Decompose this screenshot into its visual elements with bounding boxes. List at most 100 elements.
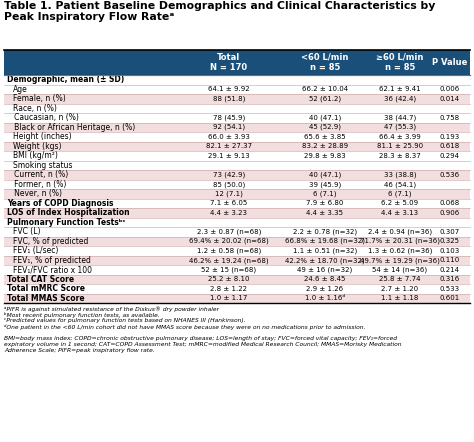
Text: 66.0 ± 3.93: 66.0 ± 3.93 [208,134,250,140]
Text: Race, n (%): Race, n (%) [13,104,57,113]
Text: Smoking status: Smoking status [13,161,73,170]
Text: 81.1 ± 25.90: 81.1 ± 25.90 [377,143,423,149]
Text: 1.0 ± 1.16ᵈ: 1.0 ± 1.16ᵈ [305,295,345,301]
Text: Table 1. Patient Baseline Demographics and Clinical Characteristics by: Table 1. Patient Baseline Demographics a… [4,1,436,11]
Text: 0.110: 0.110 [440,257,460,263]
Bar [4,189,470,198]
Text: 66.4 ± 3.99: 66.4 ± 3.99 [379,134,421,140]
Text: 1.1 ± 0.51 (n=32): 1.1 ± 0.51 (n=32) [293,248,357,254]
Text: FVC (L): FVC (L) [13,227,40,236]
Bar [4,227,470,236]
Text: 62.1 ± 9.41: 62.1 ± 9.41 [379,86,421,92]
Text: BMI=body mass index; COPD=chronic obstructive pulmonary disease; LOS=length of s: BMI=body mass index; COPD=chronic obstru… [4,336,397,341]
Text: 0.316: 0.316 [440,276,460,282]
Text: Black or African Heritage, n (%): Black or African Heritage, n (%) [7,123,135,132]
Text: 2.2 ± 0.78 (n=32): 2.2 ± 0.78 (n=32) [293,229,357,235]
Text: 39 (45.9): 39 (45.9) [309,181,341,187]
Bar [4,265,470,274]
Text: 0.014: 0.014 [440,96,460,102]
Text: 6 (7.1): 6 (7.1) [388,191,412,197]
Text: 1.0 ± 1.17: 1.0 ± 1.17 [210,295,248,301]
Text: 0.193: 0.193 [440,134,460,140]
Text: <60 L/min
n = 85: <60 L/min n = 85 [301,53,349,72]
Text: LOS of Index Hospitalization: LOS of Index Hospitalization [7,208,129,217]
Text: Never, n (%): Never, n (%) [7,189,62,198]
Bar [4,84,470,94]
Bar [4,132,470,141]
Text: 92 (54.1): 92 (54.1) [213,124,245,130]
Text: 49.7% ± 19.29 (n=36): 49.7% ± 19.29 (n=36) [360,257,440,263]
Text: FEV₁, % of predicted: FEV₁, % of predicted [13,256,91,265]
Bar [4,170,470,179]
Text: 88 (51.8): 88 (51.8) [213,95,245,102]
Bar [4,208,470,217]
Text: 0.601: 0.601 [440,295,460,301]
Text: 7.1 ± 6.05: 7.1 ± 6.05 [210,200,247,206]
Text: 65.6 ± 3.85: 65.6 ± 3.85 [304,134,346,140]
Text: 6 (7.1): 6 (7.1) [313,191,337,197]
Text: FEV₁/FVC ratio x 100: FEV₁/FVC ratio x 100 [13,265,92,274]
Text: 2.4 ± 0.94 (n=36): 2.4 ± 0.94 (n=36) [368,229,432,235]
Text: 33 (38.8): 33 (38.8) [384,171,416,178]
Text: 83.2 ± 28.89: 83.2 ± 28.89 [302,143,348,149]
Text: 2.3 ± 0.87 (n=68): 2.3 ± 0.87 (n=68) [197,229,261,235]
Text: 25.8 ± 7.74: 25.8 ± 7.74 [379,276,421,282]
Text: BMI (kg/m²): BMI (kg/m²) [13,151,58,160]
Text: Total MMAS Score: Total MMAS Score [7,294,85,303]
Text: 49 ± 16 (n=32): 49 ± 16 (n=32) [297,267,353,273]
Text: 0.325: 0.325 [440,238,460,244]
Text: 0.006: 0.006 [440,86,460,92]
Text: Total mMRC Score: Total mMRC Score [7,284,85,293]
Text: ≥60 L/min
n = 85: ≥60 L/min n = 85 [376,53,424,72]
Text: 4.4 ± 3.35: 4.4 ± 3.35 [307,210,344,216]
Bar [4,94,470,103]
Text: ᵇMost recent pulmonary function tests, as available.: ᵇMost recent pulmonary function tests, a… [4,312,160,318]
Bar [4,141,470,151]
Text: 0.068: 0.068 [440,200,460,206]
Text: 47 (55.3): 47 (55.3) [384,124,416,130]
Text: Weight (kgs): Weight (kgs) [13,142,62,151]
Bar [4,293,470,303]
Text: 12 (7.1): 12 (7.1) [215,191,243,197]
Text: Total CAT Score: Total CAT Score [7,275,74,284]
Text: 0.294: 0.294 [440,153,460,159]
Text: Peak Inspiratory Flow Rateᵃ: Peak Inspiratory Flow Rateᵃ [4,12,174,22]
Text: ᶜPredicted values for pulmonary function tests based on NHANES III (Hankinson).: ᶜPredicted values for pulmonary function… [4,318,246,323]
Bar [4,113,470,122]
Text: 28.3 ± 8.37: 28.3 ± 8.37 [379,153,421,159]
Text: 40 (47.1): 40 (47.1) [309,171,341,178]
Bar [4,151,470,160]
Text: Female, n (%): Female, n (%) [13,94,66,103]
Text: 4.4 ± 3.23: 4.4 ± 3.23 [210,210,247,216]
Text: Former, n (%): Former, n (%) [7,180,66,189]
Text: 24.6 ± 8.45: 24.6 ± 8.45 [304,276,346,282]
Text: 38 (44.7): 38 (44.7) [384,114,416,121]
Text: 0.103: 0.103 [440,248,460,254]
Text: 0.533: 0.533 [440,286,460,292]
Text: 71.7% ± 20.31 (n=36): 71.7% ± 20.31 (n=36) [360,238,440,244]
Text: 52 (61.2): 52 (61.2) [309,95,341,102]
Text: 29.8 ± 9.83: 29.8 ± 9.83 [304,153,346,159]
Text: 0.307: 0.307 [440,229,460,235]
Text: 46.2% ± 19.24 (n=68): 46.2% ± 19.24 (n=68) [189,257,269,263]
Text: Height (inches): Height (inches) [13,132,72,141]
Text: 29.1 ± 9.13: 29.1 ± 9.13 [208,153,250,159]
Text: 45 (52.9): 45 (52.9) [309,124,341,130]
Text: 52 ± 15 (n=68): 52 ± 15 (n=68) [201,267,256,273]
Text: Age: Age [13,85,28,94]
Text: 69.4% ± 20.02 (n=68): 69.4% ± 20.02 (n=68) [189,238,269,244]
Text: 1.3 ± 0.62 (n=36): 1.3 ± 0.62 (n=36) [368,248,432,254]
Text: Demographic, mean (± SD): Demographic, mean (± SD) [7,75,124,84]
Text: 78 (45.9): 78 (45.9) [213,114,245,121]
Text: Total
N = 170: Total N = 170 [210,53,247,72]
Text: 42.2% ± 18.70 (n=32): 42.2% ± 18.70 (n=32) [285,257,365,263]
Text: 64.1 ± 9.92: 64.1 ± 9.92 [208,86,250,92]
Text: 0.906: 0.906 [440,210,460,216]
Text: 2.8 ± 1.22: 2.8 ± 1.22 [210,286,247,292]
Bar [4,198,470,208]
Text: Adherence Scale; PIFR=peak inspiratory flow rate.: Adherence Scale; PIFR=peak inspiratory f… [4,348,155,353]
Text: 0.536: 0.536 [440,172,460,178]
Text: Caucasian, n (%): Caucasian, n (%) [7,113,79,122]
Text: 82.1 ± 27.37: 82.1 ± 27.37 [206,143,252,149]
Text: Current, n (%): Current, n (%) [7,170,68,179]
